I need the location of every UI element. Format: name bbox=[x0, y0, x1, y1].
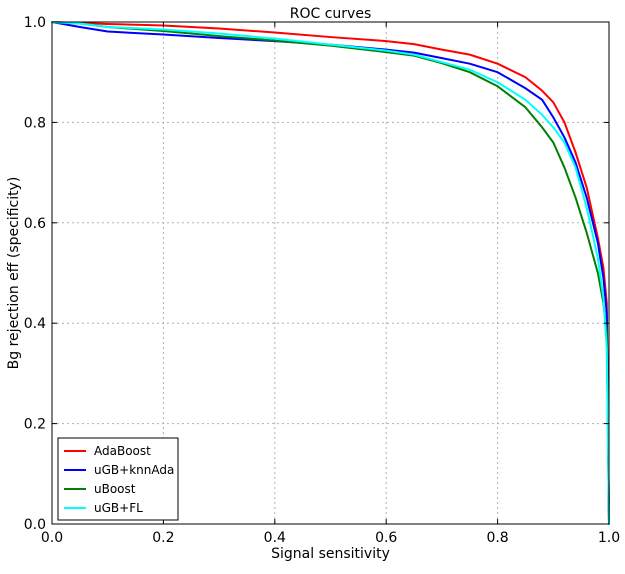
y-tick-label: 1.0 bbox=[24, 15, 46, 31]
x-tick-label: 0.4 bbox=[264, 530, 286, 546]
x-tick-label: 0.8 bbox=[486, 530, 508, 546]
x-tick-label: 0.2 bbox=[152, 530, 174, 546]
plot-frame bbox=[51, 21, 610, 525]
y-axis-label: Bg rejection eff (specificity) bbox=[6, 177, 22, 370]
series-line-ugb-fl bbox=[51, 21, 610, 525]
y-tick-label: 0.2 bbox=[24, 417, 46, 433]
series-line-ugb-knnada bbox=[51, 21, 610, 525]
legend: AdaBoost uGB+knnAda uBoost uGB+FL bbox=[57, 437, 179, 521]
axis-ticks: 0.0 0.2 0.4 0.6 0.8 1.0 0.0 0.2 0.4 0.6 0.8 1.0 bbox=[24, 15, 620, 546]
x-tick-label: 1.0 bbox=[598, 530, 620, 546]
series-line-adaboost bbox=[51, 21, 610, 525]
series-lines bbox=[51, 21, 610, 525]
grid bbox=[52, 22, 609, 524]
legend-label: uGB+knnAda bbox=[94, 463, 174, 477]
y-tick-label: 0.0 bbox=[24, 517, 46, 533]
legend-label: uBoost bbox=[94, 482, 136, 496]
y-tick-label: 0.6 bbox=[24, 216, 46, 232]
legend-label: uGB+FL bbox=[94, 501, 143, 515]
x-tick-label: 0.0 bbox=[41, 530, 63, 546]
x-tick-label: 0.6 bbox=[375, 530, 397, 546]
chart-title: ROC curves bbox=[290, 6, 372, 22]
y-tick-label: 0.4 bbox=[24, 316, 46, 332]
y-tick-label: 0.8 bbox=[24, 115, 46, 131]
legend-label: AdaBoost bbox=[94, 444, 151, 458]
x-axis-label: Signal sensitivity bbox=[271, 546, 390, 562]
series-line-uboost bbox=[51, 21, 610, 525]
